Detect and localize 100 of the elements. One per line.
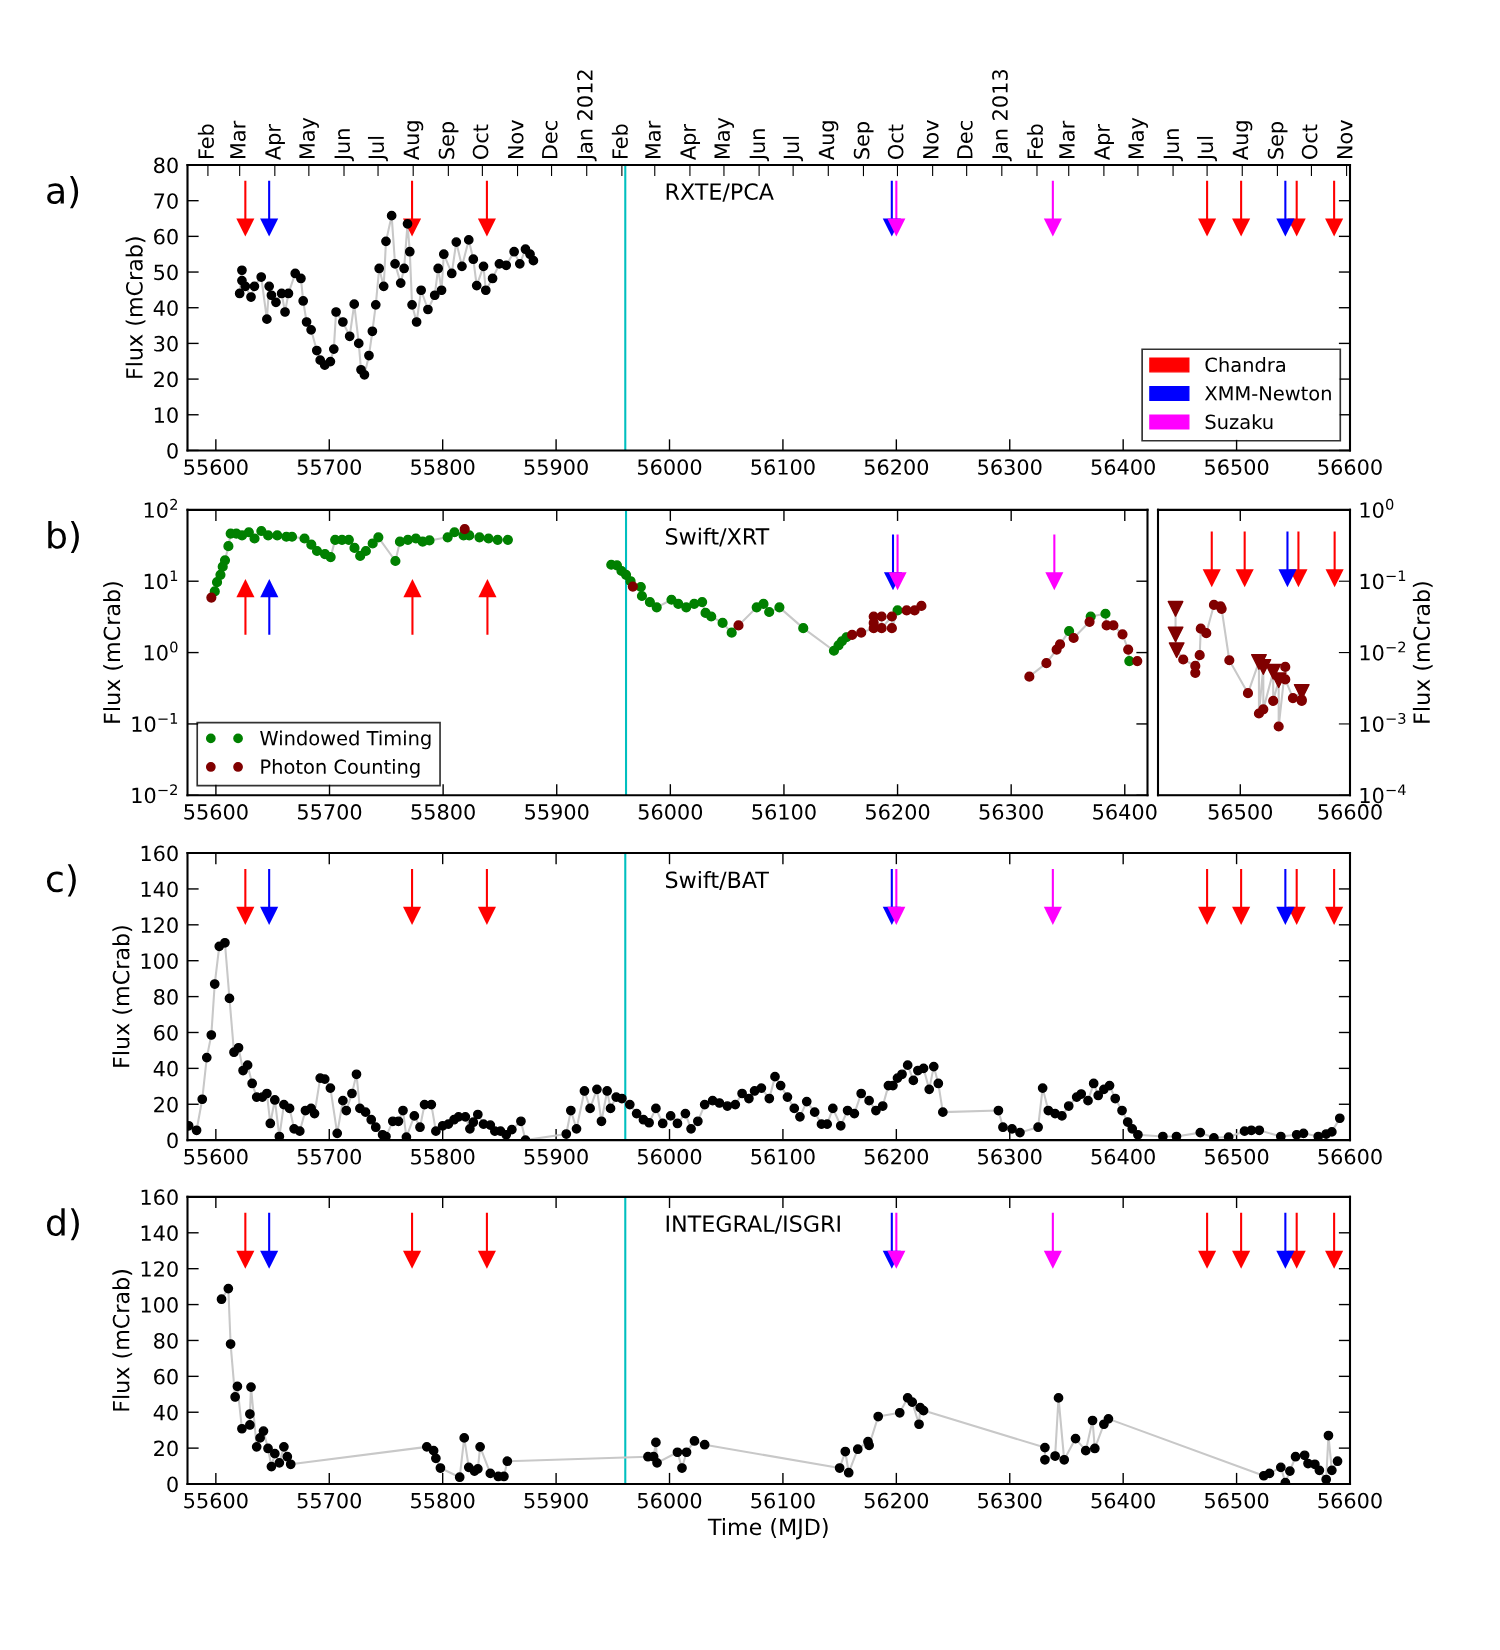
y2-tick-label: 10$^{0}$	[1360, 498, 1394, 518]
x2-tick-label: Aug	[818, 121, 839, 160]
x-tick-label: 56500	[1205, 459, 1269, 475]
x-tick-label: 55900	[524, 1492, 588, 1509]
legend-label: Photon Counting	[261, 758, 420, 778]
text: c)	[46, 864, 76, 897]
legend-label: Windowed Timing	[260, 730, 431, 750]
y-tick-label: 80	[154, 989, 178, 1005]
y-tick-label: 20	[154, 371, 178, 388]
y-tick-label: 60	[154, 1368, 178, 1385]
x-tick-label: 56300	[978, 459, 1042, 475]
y-tick-label: 160	[141, 845, 178, 862]
x-tick-label: 55700	[297, 459, 362, 475]
x-tick-label: 56000	[638, 804, 703, 820]
x2-tick-label: Sep	[1267, 122, 1288, 159]
y-axis-title: Flux (mCrab)	[125, 237, 146, 378]
annotation: RXTE/PCA	[666, 183, 774, 202]
x2-tick-label: Jul	[783, 136, 804, 162]
x-tick-label: 56300	[978, 1148, 1042, 1165]
x-tick-label: 56000	[637, 459, 702, 475]
y-tick-label: 20	[154, 1440, 178, 1457]
annotation: Swift/BAT	[665, 871, 769, 890]
y2-axis-title: Flux (mCrab)	[1412, 582, 1433, 723]
x2-tick-label: Nov	[1337, 120, 1353, 159]
x-tick-label: 55800	[411, 1492, 475, 1509]
y-tick-label: 70	[154, 193, 178, 209]
x-tick-label: 56100	[752, 804, 816, 820]
y-tick-label: 40	[153, 1060, 178, 1077]
x2-tick-label: Jan 2012	[577, 70, 597, 162]
x-tick-label: 56100	[751, 459, 815, 475]
y-tick-label: 60	[154, 1024, 178, 1041]
y-tick-label: 10$^{2}$	[144, 498, 178, 518]
y-tick-label: 60	[154, 228, 178, 245]
y-axis-title: Flux (mCrab)	[103, 582, 123, 723]
annotation: Swift/XRT	[665, 527, 770, 547]
y-axis-title: Flux (mCrab)	[112, 1270, 133, 1411]
y-tick-label: 10$^{0}$	[144, 641, 178, 661]
x2-tick-label: Jun	[334, 129, 354, 162]
y-tick-label: 100	[141, 953, 178, 969]
y-tick-label: 10$^{−2}$	[132, 784, 177, 804]
x-tick-label: 56400	[1091, 1492, 1155, 1509]
x-tick-label: 55800	[411, 804, 475, 820]
y-tick-label: 0	[167, 1132, 178, 1149]
x-tick-label: 55900	[524, 459, 588, 475]
x-tick-label: 56200	[866, 804, 930, 820]
x-tick-label: 55600	[184, 1148, 248, 1165]
legend-label: XMM-Newton	[1204, 386, 1331, 401]
x2-tick-label: Jun	[749, 129, 770, 162]
x2-tick-label: Jul	[1197, 136, 1218, 162]
x-tick-label: 56500	[1205, 1492, 1269, 1509]
y-tick-label: 0	[167, 1476, 178, 1493]
x-tick-label: 55800	[411, 1148, 475, 1165]
x2-tick-label: Mar	[230, 120, 246, 159]
x-tick-label: 56500	[1205, 1148, 1269, 1165]
y-tick-label: 0	[167, 442, 178, 459]
y2-tick-label: 10$^{−1}$	[1360, 570, 1406, 590]
x-tick-label: 56100	[751, 1492, 815, 1509]
y-tick-label: 140	[141, 881, 178, 898]
x2-tick-label: May	[299, 117, 319, 159]
x-tick-label: 56400	[1093, 804, 1157, 820]
x-tick-label: 56200	[864, 1492, 929, 1509]
y-tick-label: 10$^{−1}$	[132, 713, 178, 733]
x2-tick-label: Apr	[265, 124, 285, 160]
x-tick-label: 55900	[525, 804, 589, 820]
y-tick-label: 40	[153, 1404, 178, 1421]
x2-tick-label: Mar	[1059, 120, 1075, 159]
y-tick-label: 80	[154, 157, 178, 174]
x2-tick-label: Jul	[367, 136, 388, 162]
x-tick-label: 55900	[524, 1148, 588, 1165]
x-tick-label: 56100	[751, 1148, 815, 1165]
x-tick-label: 56300	[978, 1492, 1042, 1509]
x-tick-label: 56200	[864, 459, 929, 475]
y-tick-label: 120	[141, 917, 178, 934]
y2-tick-label: 10$^{−2}$	[1360, 641, 1406, 661]
text: b)	[48, 520, 79, 554]
x2-tick-label: Apr	[680, 124, 701, 160]
x-tick-label: 56600	[1318, 1148, 1382, 1165]
x2-tick-label: Feb	[197, 124, 214, 159]
x2-tick-label: Mar	[645, 120, 661, 159]
x-tick-label: 56500	[1208, 804, 1273, 820]
y2-tick-label: 10$^{−3}$	[1360, 712, 1406, 732]
y-tick-label: 160	[141, 1189, 178, 1206]
x2-tick-label: Sep	[438, 122, 459, 159]
x-tick-label: 56600	[1318, 1492, 1382, 1509]
x2-tick-label: Aug	[1232, 121, 1253, 160]
x-tick-label: 56400	[1091, 1148, 1155, 1165]
x-tick-label: 56000	[637, 1148, 702, 1165]
x-tick-label: 56600	[1318, 459, 1382, 475]
y-tick-label: 100	[141, 1297, 178, 1313]
x-tick-label: 56400	[1091, 459, 1155, 475]
y-tick-label: 10	[154, 407, 178, 423]
y-tick-label: 140	[141, 1225, 178, 1242]
x2-tick-label: Dec	[542, 121, 558, 159]
x-tick-label: 55700	[297, 804, 362, 820]
x2-tick-label: Jan 2013	[992, 70, 1012, 162]
y-tick-label: 30	[154, 335, 178, 352]
x2-tick-label: Apr	[1094, 124, 1114, 160]
x-tick-label: 55800	[411, 459, 475, 475]
x2-tick-label: Oct	[887, 124, 904, 159]
annotation: INTEGRAL/ISGRI	[666, 1215, 840, 1234]
